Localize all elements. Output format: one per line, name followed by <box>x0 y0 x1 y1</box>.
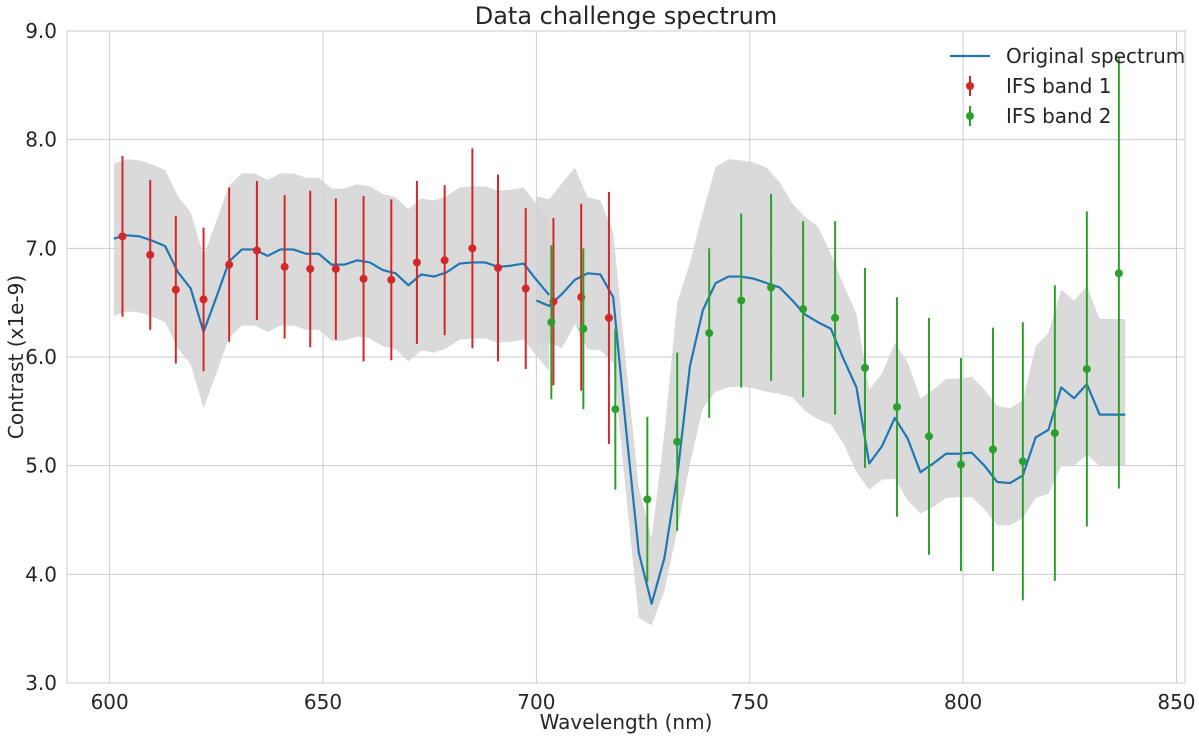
ifs-band-2-point <box>1050 429 1059 438</box>
x-tick-label: 750 <box>731 690 769 714</box>
ifs-band-2-point <box>1114 269 1123 278</box>
ifs-band-1-point <box>521 284 530 293</box>
x-tick-label: 850 <box>1157 690 1195 714</box>
y-tick-label: 8.0 <box>25 128 57 152</box>
ifs-band-1-point <box>387 275 396 284</box>
ifs-band-2-point <box>579 324 588 333</box>
y-tick-label: 4.0 <box>25 562 57 586</box>
x-tick-label: 650 <box>304 690 342 714</box>
ifs-band-2-point <box>860 363 869 372</box>
uncertainty-band <box>536 159 1126 626</box>
ifs-band-1-point <box>331 264 340 273</box>
ifs-band-2-point <box>956 460 965 469</box>
x-axis-label: Wavelength (nm) <box>540 710 713 734</box>
ifs-band-2-point <box>988 445 997 454</box>
ifs-band-2-point <box>1018 457 1027 466</box>
ifs-band-1-point <box>280 262 289 271</box>
chart-title: Data challenge spectrum <box>475 2 778 30</box>
ifs-band-1-point <box>468 244 477 253</box>
legend-swatch-ifs-band-1-marker <box>966 82 974 90</box>
ifs-band-1-point <box>199 295 208 304</box>
ifs-band-2-point <box>831 313 840 322</box>
ifs-band-2-point <box>892 402 901 411</box>
x-tick-label: 700 <box>517 690 555 714</box>
ifs-band-1-point <box>493 263 502 272</box>
ifs-band-1-point <box>146 250 155 259</box>
ifs-band-1-point <box>604 313 613 322</box>
uncertainty-bands <box>113 159 1126 626</box>
y-axis-label: Contrast (x1e-9) <box>4 275 28 439</box>
ifs-band-1-point <box>306 264 315 273</box>
y-tick-label: 6.0 <box>25 345 57 369</box>
ifs-band-2-point <box>547 318 556 327</box>
ifs-band-2-point <box>924 432 933 441</box>
tick-labels: 600 650 700 750 800 850 3.0 4.0 5.0 6.0 7.0 8.0 9.0 <box>25 19 1195 714</box>
ifs-band-2-point <box>1082 364 1091 373</box>
ifs-band-2-point <box>705 329 714 338</box>
ifs-band-1-point <box>359 274 368 283</box>
ifs-band-2-point <box>611 405 620 414</box>
uncertainty-band <box>113 159 550 409</box>
x-tick-label: 600 <box>91 690 129 714</box>
legend: Original spectrum IFS band 1 IFS band 2 <box>950 44 1185 128</box>
y-tick-label: 7.0 <box>25 236 57 260</box>
plot-frame <box>66 30 1186 684</box>
original-spectrum-line <box>113 234 551 334</box>
y-tick-label: 9.0 <box>25 19 57 43</box>
ifs-errorbars <box>118 58 1123 601</box>
ifs-band-2-point <box>673 437 682 446</box>
ifs-band-1-point <box>171 285 180 294</box>
original-spectrum-lines <box>113 234 1126 605</box>
ifs-band-2-point <box>767 283 776 292</box>
ifs-band-2-point <box>737 296 746 305</box>
ifs-band-1-point <box>440 256 449 265</box>
ifs-band-2-point <box>643 495 652 504</box>
ifs-band-1-point <box>118 232 127 241</box>
legend-swatch-ifs-band-2-marker <box>966 112 974 120</box>
legend-label-ifs-band-2: IFS band 2 <box>1006 104 1112 128</box>
y-tick-label: 3.0 <box>25 671 57 695</box>
ifs-band-2-point <box>799 305 808 314</box>
y-tick-label: 5.0 <box>25 454 57 478</box>
ifs-band-1-point <box>252 246 261 255</box>
ifs-band-1-point <box>412 258 421 267</box>
original-spectrum-line <box>535 272 1126 605</box>
x-tick-label: 800 <box>944 690 982 714</box>
ifs-band-1-point <box>225 260 234 269</box>
legend-label-ifs-band-1: IFS band 1 <box>1006 74 1112 98</box>
legend-label-original-spectrum: Original spectrum <box>1006 44 1185 68</box>
